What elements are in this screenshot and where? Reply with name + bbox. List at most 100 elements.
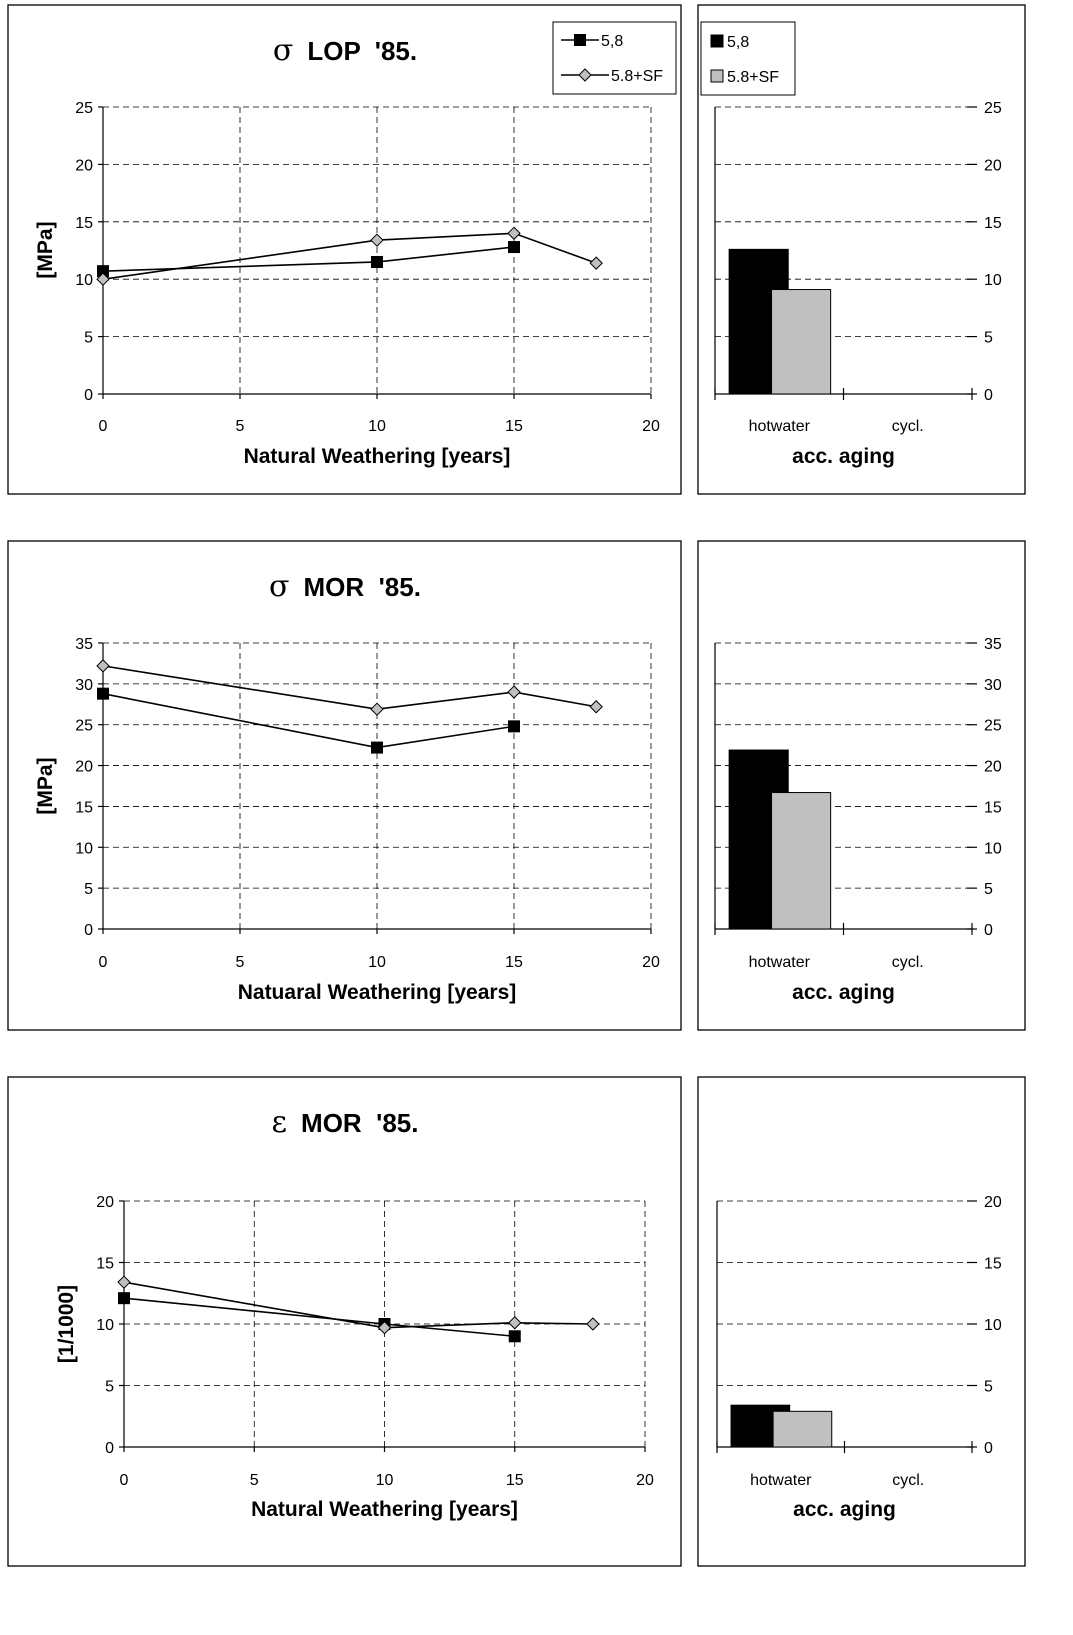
line-chart-frame-4 (7, 1076, 682, 1567)
title-text: MOR '85. (304, 572, 421, 602)
x-axis-label: Natural Weathering [years] (251, 1498, 518, 1521)
data-point-square (371, 255, 383, 268)
y-tick-label: 20 (984, 157, 1002, 174)
y-tick-label: 5 (84, 330, 93, 347)
y-tick-label: 5 (105, 1379, 114, 1396)
x-tick-label: 5 (236, 418, 245, 435)
y-tick-label: 10 (96, 1317, 114, 1334)
x-tick-label: 10 (368, 418, 386, 435)
x-tick-label: 15 (505, 418, 523, 435)
chart-title: σ LOP '85. (273, 33, 417, 68)
data-point-diamond (117, 1275, 131, 1289)
title-text: LOP '85. (307, 36, 417, 66)
y-axis-label: [MPa] (34, 221, 57, 278)
x-tick-label: 20 (636, 1472, 654, 1489)
y-tick-label: 15 (984, 215, 1002, 232)
y-tick-label: 30 (75, 677, 93, 694)
x-axis-label: acc. aging (792, 981, 895, 1004)
series-line-1 (123, 1297, 515, 1338)
legend-label-1: 5,8 (727, 34, 749, 51)
data-point-diamond (377, 1320, 392, 1335)
x-tick-label: 10 (368, 954, 386, 971)
data-point-diamond (370, 233, 384, 247)
x-axis-label: Natuaral Weathering [years] (238, 981, 517, 1004)
y-tick-label: 10 (984, 1317, 1002, 1334)
y-tick-label: 15 (984, 1256, 1002, 1273)
series-line-2 (123, 1281, 593, 1329)
y-tick-label: 20 (984, 1194, 1002, 1211)
y-tick-label: 15 (96, 1256, 114, 1273)
y-tick-label: 35 (75, 636, 93, 653)
category-label: hotwater (750, 1472, 812, 1489)
bar-chart-frame-1 (697, 4, 1026, 495)
y-tick-label: 10 (984, 272, 1002, 289)
data-point-square (97, 687, 109, 700)
data-point-diamond (507, 685, 521, 699)
x-tick-label: 0 (99, 954, 108, 971)
title-symbol: ε (272, 1105, 288, 1140)
legend-box (700, 21, 796, 96)
y-tick-label: 15 (984, 799, 1002, 816)
line-chart-frame-2 (7, 540, 682, 1031)
y-axis-label: [MPa] (34, 757, 57, 814)
chart-title: σ MOR '85. (269, 569, 421, 604)
bar-chart-frame-5 (697, 1076, 1026, 1567)
category-label: hotwater (749, 418, 811, 435)
data-point-diamond (589, 256, 603, 270)
y-tick-label: 5 (984, 1379, 993, 1396)
data-point-diamond (96, 659, 110, 673)
data-point-diamond (589, 700, 603, 714)
x-tick-label: 0 (120, 1472, 129, 1489)
category-label: cycl. (892, 1472, 924, 1489)
legend-label-2: 5.8+SF (727, 69, 779, 86)
y-tick-label: 0 (984, 1440, 993, 1457)
x-axis-label: acc. aging (792, 445, 895, 468)
y-tick-label: 30 (984, 677, 1002, 694)
y-tick-label: 15 (75, 215, 93, 232)
y-tick-label: 25 (984, 718, 1002, 735)
y-tick-label: 0 (984, 922, 993, 939)
title-symbol: σ (269, 569, 289, 604)
x-tick-label: 5 (236, 954, 245, 971)
y-tick-label: 10 (75, 272, 93, 289)
y-tick-label: 5 (984, 881, 993, 898)
x-tick-label: 5 (250, 1472, 259, 1489)
y-tick-label: 0 (84, 922, 93, 939)
legend-swatch-1 (710, 34, 724, 48)
legend-label-1: 5,8 (601, 33, 623, 50)
y-axis-label: [1/1000] (55, 1285, 78, 1363)
legend-box (552, 21, 677, 95)
category-label: cycl. (892, 418, 924, 435)
y-tick-label: 10 (75, 840, 93, 857)
bar-2-hotwater (771, 289, 832, 395)
legend-swatch-2 (710, 69, 724, 83)
y-tick-label: 5 (984, 330, 993, 347)
x-tick-label: 10 (376, 1472, 394, 1489)
y-tick-label: 20 (96, 1194, 114, 1211)
bar-2-hotwater (771, 792, 832, 930)
category-label: cycl. (892, 954, 924, 971)
y-tick-label: 20 (984, 759, 1002, 776)
chart-title: ε MOR '85. (272, 1105, 419, 1140)
series-line-1 (102, 692, 515, 749)
legend-marker-diamond (578, 68, 592, 82)
y-tick-label: 35 (984, 636, 1002, 653)
data-point-diamond (507, 226, 521, 240)
y-tick-label: 10 (984, 840, 1002, 857)
data-point-diamond (586, 1317, 600, 1331)
y-tick-label: 20 (75, 157, 93, 174)
y-tick-label: 25 (75, 100, 93, 117)
x-axis-label: Natural Weathering [years] (244, 445, 511, 468)
series-line-2 (102, 232, 597, 280)
title-text: MOR '85. (301, 1108, 418, 1138)
data-point-square (508, 720, 520, 733)
y-tick-label: 20 (75, 759, 93, 776)
x-tick-label: 15 (505, 954, 523, 971)
bar-chart-frame-3 (697, 540, 1026, 1031)
y-tick-label: 25 (984, 100, 1002, 117)
data-point-square (508, 1330, 521, 1343)
y-tick-label: 0 (105, 1440, 114, 1457)
y-tick-label: 0 (984, 387, 993, 404)
category-label: hotwater (749, 954, 811, 971)
